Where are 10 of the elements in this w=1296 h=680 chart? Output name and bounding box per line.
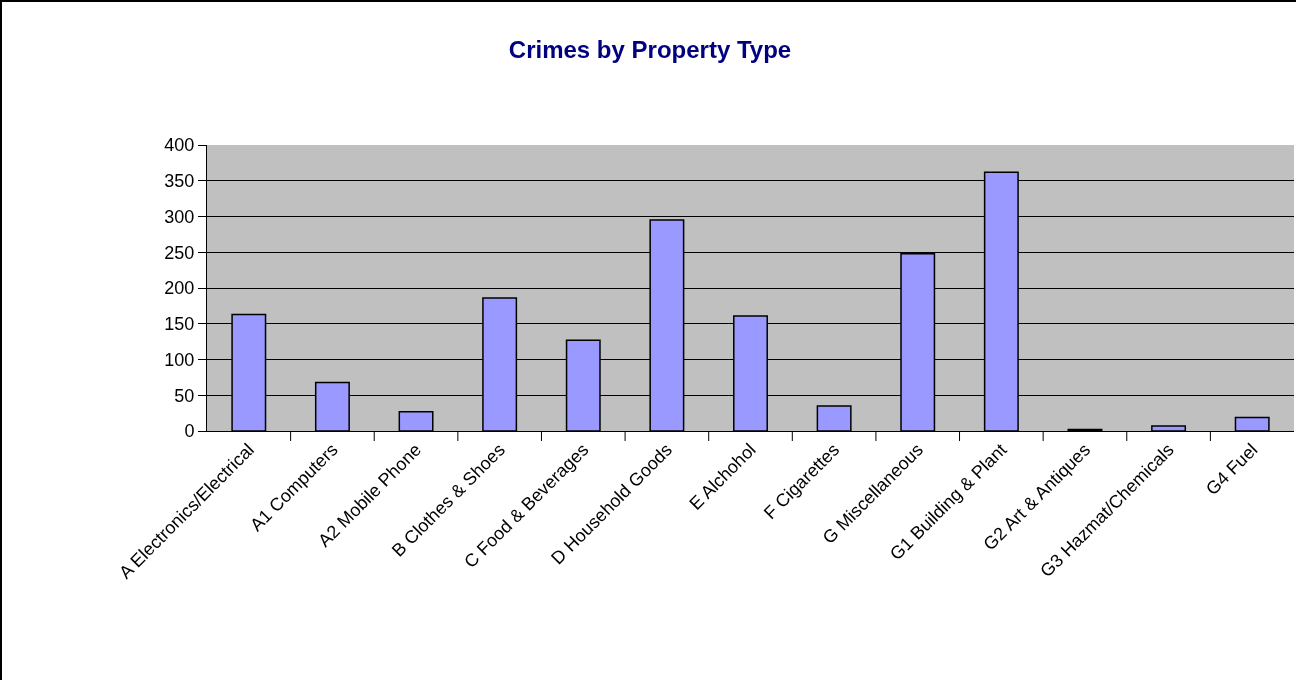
y-tick-label: 300 (164, 206, 195, 227)
y-tick-label: 200 (164, 278, 195, 299)
y-tick-label: 250 (164, 242, 195, 263)
y-tick-label: 350 (164, 171, 195, 192)
y-tick-label: 100 (164, 349, 195, 370)
y-tick-label: 0 (184, 421, 195, 442)
chart-title: Crimes by Property Type (508, 36, 792, 63)
y-tick-label: 50 (174, 385, 195, 406)
y-tick-label: 150 (164, 314, 195, 335)
y-tick-label: 400 (164, 135, 195, 156)
